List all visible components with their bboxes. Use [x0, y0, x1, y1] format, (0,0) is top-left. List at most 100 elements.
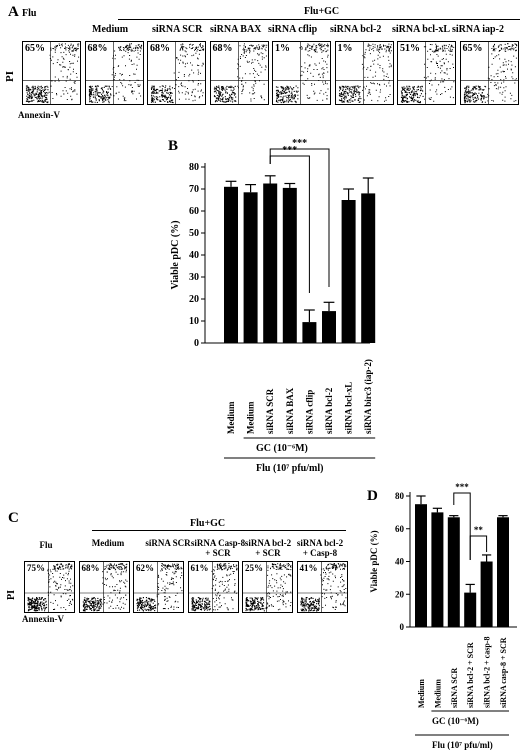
significance-label: ***	[282, 145, 297, 156]
significance-bracket	[469, 535, 488, 560]
event-dots	[82, 563, 127, 612]
category-label: Medium	[226, 401, 236, 434]
category-label: Medium	[433, 679, 442, 708]
panel-c-dots	[25, 562, 74, 612]
panel-c-plot: 68%	[78, 561, 130, 613]
panel-a-plot: 1%	[272, 41, 331, 105]
panel-c-dots	[79, 562, 129, 612]
bar	[282, 187, 297, 343]
panel-a-plot: 68%	[147, 41, 206, 105]
panel-a-dots	[273, 42, 330, 104]
panel-c-group-label: Flu+GC	[190, 518, 226, 529]
panel-c-plot: 61%	[187, 561, 239, 613]
y-axis-label: Viable pDC (%)	[170, 220, 181, 289]
y-tick-label: 0	[400, 622, 405, 632]
panel-a-percent-label: 65%	[462, 43, 483, 54]
category-label: siRNA bcl-2 + SCR	[466, 642, 475, 708]
panel-d-letter: D	[367, 488, 378, 504]
panel-c-header-line2: + SCR	[205, 548, 231, 558]
panel-c-dots	[188, 562, 238, 612]
panel-a-header: siRNA cflip	[268, 24, 318, 35]
panel-a-header: siRNA iap-2	[452, 24, 504, 35]
y-tick-label: 60	[395, 524, 405, 534]
y-tick-label: 80	[189, 162, 199, 173]
panel-c-header: Flu	[39, 540, 53, 550]
panel-d-flu-label: Flu (10⁷ pfu/ml)	[432, 740, 493, 750]
panel-c-x-axis-label: Annexin-V	[22, 614, 65, 624]
event-dots	[213, 43, 267, 103]
panel-c-header: siRNA bcl-2	[244, 538, 292, 548]
category-label: siRNA SCR	[265, 388, 275, 434]
panel-c-plot: 62%	[133, 561, 184, 613]
panel-b-gc-label: GC (10⁻⁶M)	[256, 443, 308, 454]
panel-c-percent-label: 62%	[136, 563, 154, 573]
panel-a-letter: A	[8, 4, 19, 20]
panel-c-dots	[243, 562, 292, 612]
panel-a-percent-label: 1%	[337, 43, 353, 54]
panel-a-plot: 65%	[459, 41, 519, 105]
panel-a-plot: 65%	[22, 41, 81, 105]
panel-a-header: Flu	[22, 8, 37, 19]
category-label: siRNA BAX	[285, 387, 295, 434]
y-tick-label: 70	[189, 184, 199, 195]
event-dots	[88, 43, 142, 104]
event-dots	[300, 563, 346, 612]
y-tick-label: 20	[189, 294, 199, 305]
y-tick-label: 0	[194, 338, 199, 349]
panel-c-header: siRNA Casp-8	[190, 538, 246, 548]
panel-a-dots	[148, 42, 205, 104]
category-label: siRNA SCR	[450, 668, 459, 708]
panel-c-header-line2: + SCR	[255, 548, 281, 558]
bar	[497, 517, 509, 627]
bar	[415, 504, 427, 627]
panel-c-plot: 41%	[296, 561, 348, 613]
panel-c-percent-label: 61%	[190, 563, 209, 573]
panel-a-percent-label: 51%	[400, 43, 420, 54]
y-tick-label: 40	[189, 250, 199, 261]
panel-a-dots	[23, 42, 80, 104]
bar	[341, 200, 356, 343]
panel-a-plot: 51%	[397, 41, 456, 105]
panel-a-dots	[210, 42, 268, 104]
panel-a-header: Medium	[92, 24, 129, 35]
panel-d-gc-label: GC (10⁻⁶M)	[432, 716, 479, 726]
panel-c-header-line2: + Casp-8	[302, 548, 338, 558]
category-label: siRNA cflip	[304, 390, 314, 434]
panel-c-plot: 75%	[24, 561, 75, 613]
category-label: siRNA bcl-2	[324, 387, 334, 434]
significance-bracket	[453, 492, 471, 560]
panel-a-percent-label: 68%	[87, 43, 108, 54]
panel-a-header: siRNA SCR	[152, 24, 203, 35]
bar	[243, 192, 258, 343]
panel-a-percent-label: 1%	[275, 43, 290, 54]
bar	[464, 592, 477, 627]
panel-a-plot: 1%	[334, 41, 394, 105]
panel-c-percent-label: 68%	[81, 563, 100, 573]
y-tick-label: 40	[395, 557, 405, 567]
panel-c-plot: 25%	[242, 561, 293, 613]
panel-a-group-line	[118, 19, 520, 20]
panel-a-header: siRNA bcl-xL	[392, 24, 451, 35]
category-label: Medium	[417, 679, 426, 708]
panel-c-header: siRNA SCR	[145, 538, 191, 548]
bar	[431, 512, 444, 627]
panel-c-dots	[297, 562, 347, 612]
y-tick-label: 20	[395, 589, 405, 599]
event-dots	[136, 563, 183, 612]
y-tick-label: 30	[189, 272, 199, 283]
panel-a-plot: 68%	[84, 41, 144, 105]
panel-a-percent-label: 68%	[150, 43, 170, 54]
bar	[480, 561, 493, 627]
panel-b-letter: B	[168, 138, 179, 154]
event-dots	[275, 43, 329, 104]
category-label: Medium	[246, 401, 256, 434]
bar	[224, 186, 238, 343]
y-axis-label: Viable pDC (%)	[369, 530, 379, 592]
panel-a-dots	[398, 42, 455, 104]
panel-a-percent-label: 65%	[25, 43, 45, 54]
y-tick-label: 80	[395, 491, 405, 501]
significance-label: ***	[455, 482, 469, 492]
event-dots	[150, 43, 205, 104]
category-label: siRNA bcl-xL	[344, 382, 354, 434]
